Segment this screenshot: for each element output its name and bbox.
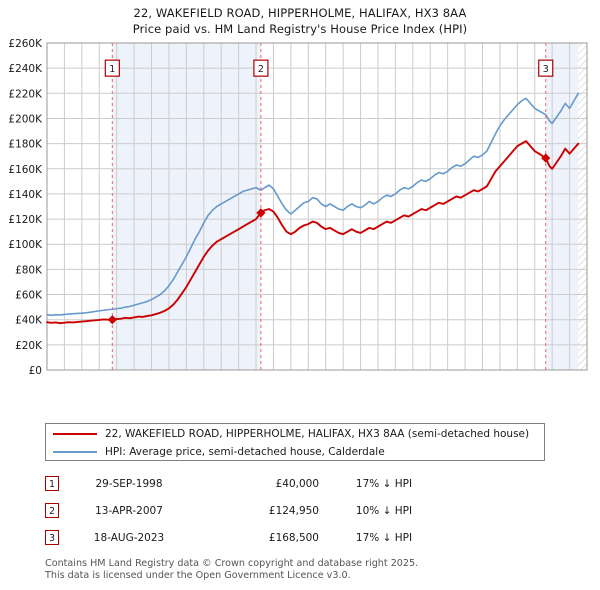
transaction-hpi-delta: 10% ↓ HPI xyxy=(355,504,413,517)
chart-legend: 22, WAKEFIELD ROAD, HIPPERHOLME, HALIFAX… xyxy=(45,423,545,461)
plot-frame xyxy=(46,42,588,371)
transaction-marker-2: 2 xyxy=(45,503,59,518)
series-line-price-paid xyxy=(46,140,580,325)
y-axis-tick-label: £180K xyxy=(8,139,43,151)
marker-box-3[interactable] xyxy=(538,59,554,77)
marker-box-1[interactable] xyxy=(104,59,120,77)
transaction-marker-3: 3 xyxy=(45,530,59,545)
marker-label-2: 2 xyxy=(258,64,264,75)
projection-band-hatch xyxy=(578,43,587,370)
transaction-date: 13-APR-2007 xyxy=(95,504,163,517)
y-axis-tick-label: £40K xyxy=(15,315,43,327)
footer-line-2: This data is licensed under the Open Gov… xyxy=(45,569,351,581)
legend-item-hpi: HPI: Average price, semi-detached house,… xyxy=(46,443,544,461)
marker-box-2[interactable] xyxy=(253,59,269,77)
transactions-table: 1 29-SEP-1998 £40,000 17% ↓ HPI 2 13-APR… xyxy=(45,470,475,551)
transaction-price: £168,500 xyxy=(268,531,319,544)
marker-label-3: 3 xyxy=(543,64,549,75)
legend-label-price-paid: 22, WAKEFIELD ROAD, HIPPERHOLME, HALIFAX… xyxy=(105,428,530,440)
y-axis-tick-label: £20K xyxy=(15,340,43,352)
transaction-price: £40,000 xyxy=(275,477,319,490)
table-row: 1 29-SEP-1998 £40,000 17% ↓ HPI xyxy=(45,470,475,497)
table-row: 3 18-AUG-2023 £168,500 17% ↓ HPI xyxy=(45,524,475,551)
legend-swatch-price-paid xyxy=(53,433,97,435)
transaction-marker-1: 1 xyxy=(45,476,59,491)
title-line-1: 22, WAKEFIELD ROAD, HIPPERHOLME, HALIFAX… xyxy=(133,6,467,20)
ownership-band-2 xyxy=(545,43,579,370)
series-line-hpi xyxy=(46,92,580,317)
y-axis-tick-label: £160K xyxy=(8,164,43,176)
y-axis-tick-label: £80K xyxy=(15,264,43,276)
table-row: 2 13-APR-2007 £124,950 10% ↓ HPI xyxy=(45,497,475,524)
legend-swatch-hpi xyxy=(53,451,97,453)
y-axis-tick-label: £100K xyxy=(8,239,43,251)
y-axis-tick-label: £0 xyxy=(29,365,42,377)
marker-label-1: 1 xyxy=(109,64,115,75)
y-axis-tick-label: £140K xyxy=(8,189,43,201)
sale-marker-1[interactable] xyxy=(107,315,117,325)
footer-line-1: Contains HM Land Registry data © Crown c… xyxy=(45,558,419,569)
transaction-hpi-delta: 17% ↓ HPI xyxy=(355,477,413,490)
y-axis-tick-label: £220K xyxy=(8,88,43,100)
transaction-price: £124,950 xyxy=(268,504,319,517)
transaction-date: 29-SEP-1998 xyxy=(95,477,163,490)
y-axis-tick-label: £240K xyxy=(8,63,43,75)
title-line-2: Price paid vs. HM Land Registry's House … xyxy=(132,22,468,36)
transaction-date: 18-AUG-2023 xyxy=(93,531,165,544)
transaction-hpi-delta: 17% ↓ HPI xyxy=(355,531,413,544)
legend-item-price-paid: 22, WAKEFIELD ROAD, HIPPERHOLME, HALIFAX… xyxy=(46,425,544,443)
sale-marker-3[interactable] xyxy=(541,153,551,163)
y-axis-tick-label: £200K xyxy=(8,113,43,125)
y-axis-tick-label: £60K xyxy=(15,290,43,302)
sale-marker-2[interactable] xyxy=(256,208,266,218)
y-axis-tick-label: £260K xyxy=(8,38,43,50)
page-title: 22, WAKEFIELD ROAD, HIPPERHOLME, HALIFAX… xyxy=(0,5,600,37)
legend-label-hpi: HPI: Average price, semi-detached house,… xyxy=(105,446,385,458)
price-history-chart: £0 £20K £40K £60K £80K £100K £120K £140K £160K £1… xyxy=(0,38,600,378)
y-axis-tick-label: £120K xyxy=(8,214,43,226)
footer-attribution: Contains HM Land Registry data © Crown c… xyxy=(45,558,585,581)
chart-svg: £0 £20K £40K £60K £80K £100K £120K £140K £160K £1… xyxy=(8,38,594,378)
